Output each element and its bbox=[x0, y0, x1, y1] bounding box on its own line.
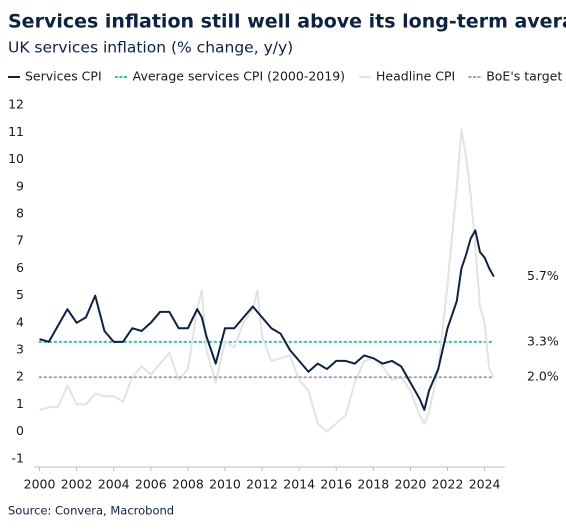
end-label: 2.0% bbox=[527, 369, 559, 384]
y-tick-label: 8 bbox=[16, 205, 24, 220]
series-line bbox=[39, 128, 495, 433]
x-tick-label: 2018 bbox=[357, 477, 389, 492]
y-tick-label: 5 bbox=[16, 287, 24, 302]
x-tick-label: 2006 bbox=[135, 477, 167, 492]
y-tick-label: 6 bbox=[16, 260, 24, 275]
x-tick-label: 2002 bbox=[61, 477, 93, 492]
y-tick-label: 4 bbox=[16, 314, 24, 329]
x-tick-label: 2016 bbox=[320, 477, 352, 492]
source-note: Source: Convera, Macrobond bbox=[8, 504, 174, 518]
y-tick-label: 12 bbox=[8, 97, 24, 112]
x-tick-label: 2008 bbox=[172, 477, 204, 492]
y-tick-label: 3 bbox=[16, 342, 24, 357]
x-tick-label: 2000 bbox=[24, 477, 56, 492]
end-label: 3.3% bbox=[527, 333, 559, 348]
x-tick-label: 2010 bbox=[209, 477, 241, 492]
series-line bbox=[39, 229, 495, 411]
end-label: 5.7% bbox=[527, 268, 559, 283]
legend-label: Services CPI bbox=[25, 69, 102, 84]
y-tick-label: 0 bbox=[16, 423, 24, 438]
chart-title: Services inflation still well above its … bbox=[8, 11, 566, 33]
x-tick-label: 2012 bbox=[246, 477, 278, 492]
legend-label: Average services CPI (2000-2019) bbox=[133, 69, 345, 84]
y-tick-label: 11 bbox=[8, 124, 24, 139]
y-tick-label: -1 bbox=[12, 450, 24, 465]
x-tick-label: 2022 bbox=[432, 477, 464, 492]
y-tick-label: 9 bbox=[16, 178, 24, 193]
y-tick-label: 1 bbox=[16, 396, 24, 411]
legend-label: BoE's target bbox=[486, 69, 562, 84]
x-tick-label: 2014 bbox=[283, 477, 315, 492]
y-tick-label: 7 bbox=[16, 233, 24, 248]
y-tick-label: 2 bbox=[16, 369, 24, 384]
chart-subtitle: UK services inflation (% change, y/y) bbox=[8, 39, 293, 57]
x-tick-label: 2024 bbox=[469, 477, 501, 492]
x-tick-label: 2004 bbox=[98, 477, 130, 492]
x-tick-label: 2020 bbox=[395, 477, 427, 492]
legend-label: Headline CPI bbox=[376, 69, 455, 84]
y-tick-label: 10 bbox=[8, 151, 24, 166]
